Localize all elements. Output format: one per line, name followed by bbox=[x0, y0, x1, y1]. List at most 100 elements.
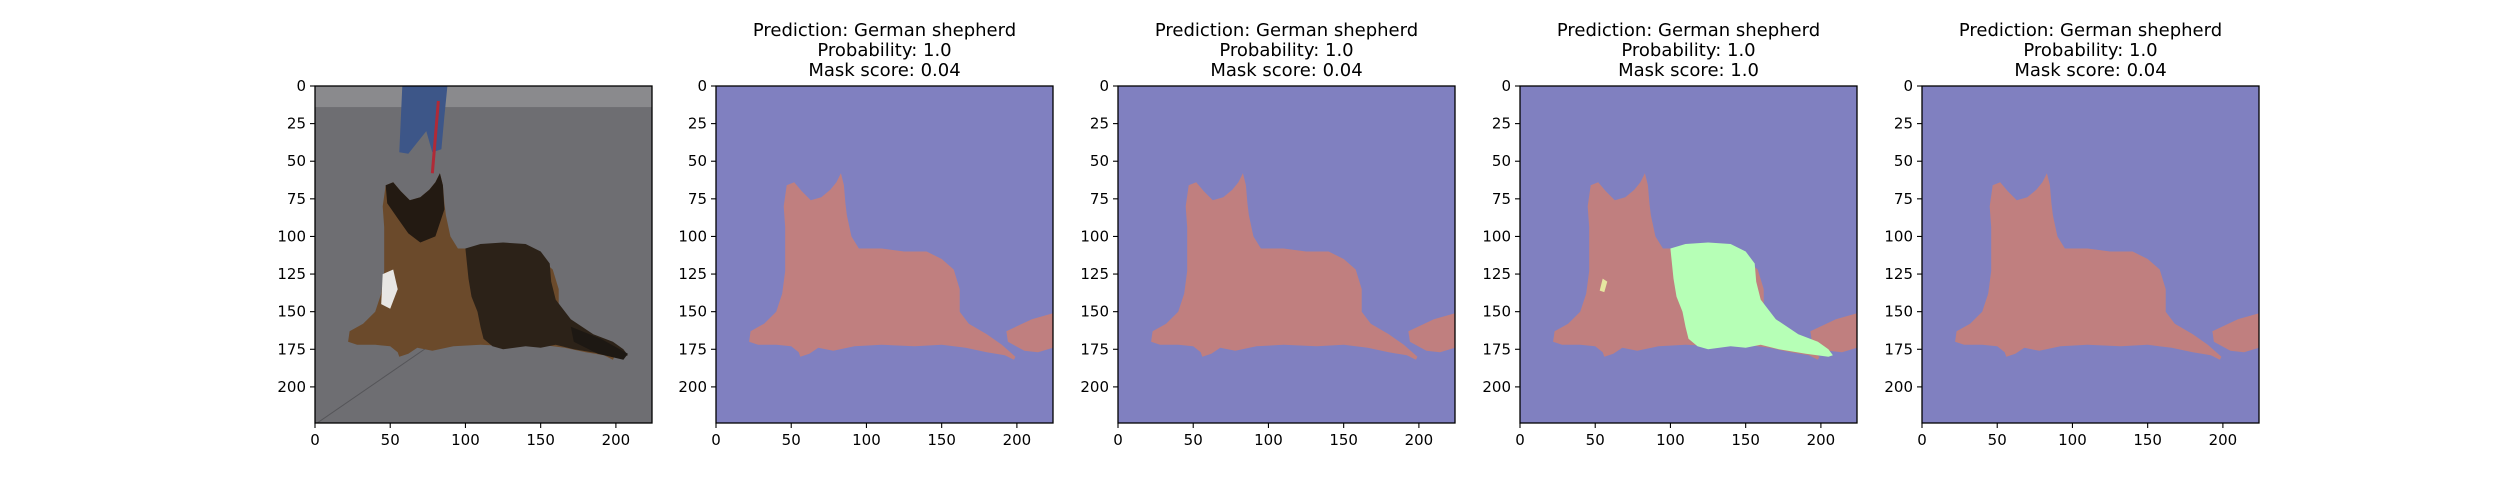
photo-leash bbox=[430, 100, 440, 174]
mask-second-region bbox=[1810, 313, 1857, 353]
y-tick-label: 25 bbox=[1492, 115, 1511, 133]
y-tick-label: 175 bbox=[1884, 340, 1913, 358]
y-tick-label: 25 bbox=[1090, 115, 1109, 133]
photo-background bbox=[315, 86, 652, 108]
y-tick-label: 175 bbox=[678, 340, 707, 358]
mask-highlight-spot bbox=[1599, 278, 1608, 293]
subplot-title-line: Probability: 1.0 bbox=[1621, 40, 1755, 61]
y-tick-label: 175 bbox=[277, 340, 306, 358]
y-tick-label: 75 bbox=[688, 190, 707, 208]
y-tick-label: 50 bbox=[1894, 152, 1913, 170]
y-tick-label: 150 bbox=[1884, 303, 1913, 321]
y-tick-label: 0 bbox=[697, 77, 707, 95]
y-tick-label: 0 bbox=[1501, 77, 1511, 95]
subplot-image bbox=[1520, 86, 1857, 423]
x-tick-label: 50 bbox=[1586, 431, 1605, 449]
mask-highlight-region bbox=[1670, 242, 1833, 357]
y-tick-label: 100 bbox=[1482, 227, 1511, 245]
mask-dog-region bbox=[749, 173, 1016, 360]
subplot-title-line: Mask score: 0.04 bbox=[1210, 60, 1362, 81]
y-tick-label: 75 bbox=[1894, 190, 1913, 208]
y-tick-label: 50 bbox=[1090, 152, 1109, 170]
photo-floor-seam bbox=[316, 341, 436, 423]
x-tick-label: 150 bbox=[526, 431, 555, 449]
x-tick-label: 200 bbox=[1807, 431, 1836, 449]
x-tick-label: 0 bbox=[310, 431, 320, 449]
subplot-title-line: Prediction: German shepherd bbox=[753, 20, 1016, 41]
y-tick-label: 50 bbox=[287, 152, 306, 170]
subplot-title-line: Probability: 1.0 bbox=[1219, 40, 1353, 61]
x-tick-label: 200 bbox=[1405, 431, 1434, 449]
x-tick-label: 150 bbox=[2133, 431, 2162, 449]
photo-bandana bbox=[381, 269, 398, 309]
y-tick-label: 125 bbox=[277, 265, 306, 283]
y-tick-label: 25 bbox=[1894, 115, 1913, 133]
subplot-image bbox=[716, 86, 1053, 423]
x-tick-label: 150 bbox=[1329, 431, 1358, 449]
subplot-title-line: Mask score: 0.04 bbox=[808, 60, 960, 81]
y-tick-label: 175 bbox=[1080, 340, 1109, 358]
axes-frame bbox=[1519, 85, 1858, 424]
photo-dog-tail bbox=[570, 326, 628, 360]
axes-frame bbox=[1921, 85, 2260, 424]
subplot-title-line: Mask score: 0.04 bbox=[2014, 60, 2166, 81]
y-tick-label: 150 bbox=[1080, 303, 1109, 321]
x-tick-label: 0 bbox=[711, 431, 721, 449]
x-tick-label: 50 bbox=[1184, 431, 1203, 449]
y-tick-label: 200 bbox=[1482, 378, 1511, 396]
subplot-title-line: Prediction: German shepherd bbox=[1959, 20, 2222, 41]
y-tick-label: 0 bbox=[1903, 77, 1913, 95]
x-tick-label: 0 bbox=[1113, 431, 1123, 449]
mask-second-region bbox=[2212, 313, 2259, 353]
x-tick-label: 100 bbox=[1254, 431, 1283, 449]
subplot-title-line: Prediction: German shepherd bbox=[1155, 20, 1418, 41]
subplot-3: 0 50 100 150 200 0 25 50 75 100 125 150 175 200 Predic… bbox=[1080, 20, 1456, 449]
y-tick-label: 150 bbox=[678, 303, 707, 321]
y-tick-label: 125 bbox=[1482, 265, 1511, 283]
y-tick-label: 25 bbox=[287, 115, 306, 133]
subplot-2: 0 50 100 150 200 0 25 50 75 100 125 150 175 200 Predic… bbox=[678, 20, 1054, 449]
y-tick-label: 75 bbox=[1090, 190, 1109, 208]
y-tick-label: 75 bbox=[287, 190, 306, 208]
mask-second-region bbox=[1006, 313, 1053, 353]
subplot-title-line: Prediction: German shepherd bbox=[1557, 20, 1820, 41]
y-tick-label: 100 bbox=[277, 227, 306, 245]
subplot-5: 0 50 100 150 200 0 25 50 75 100 125 150 175 200 Predic… bbox=[1884, 20, 2260, 449]
x-tick-label: 100 bbox=[852, 431, 881, 449]
y-tick-label: 0 bbox=[1099, 77, 1109, 95]
y-tick-label: 200 bbox=[1080, 378, 1109, 396]
x-tick-label: 100 bbox=[1656, 431, 1685, 449]
y-tick-label: 100 bbox=[678, 227, 707, 245]
y-tick-label: 175 bbox=[1482, 340, 1511, 358]
x-tick-label: 200 bbox=[602, 431, 631, 449]
y-tick-label: 125 bbox=[1884, 265, 1913, 283]
y-tick-label: 100 bbox=[1080, 227, 1109, 245]
y-tick-label: 200 bbox=[678, 378, 707, 396]
y-tick-label: 200 bbox=[277, 378, 306, 396]
y-tick-label: 150 bbox=[277, 303, 306, 321]
subplot-image bbox=[1118, 86, 1455, 423]
subplot-4: 0 50 100 150 200 0 25 50 75 100 125 150 175 200 Predic… bbox=[1482, 20, 1858, 449]
x-tick-label: 0 bbox=[1515, 431, 1525, 449]
y-tick-label: 75 bbox=[1492, 190, 1511, 208]
x-tick-label: 100 bbox=[451, 431, 480, 449]
axes-frame bbox=[715, 85, 1054, 424]
y-tick-label: 25 bbox=[688, 115, 707, 133]
y-tick-label: 0 bbox=[296, 77, 306, 95]
subplot-1: 0 50 100 150 200 0 25 50 75 100 125 150 175 200 bbox=[277, 77, 653, 449]
x-tick-label: 50 bbox=[381, 431, 400, 449]
subplot-image bbox=[1922, 86, 2259, 423]
mask-dog-region bbox=[1955, 173, 2222, 360]
x-tick-label: 150 bbox=[1731, 431, 1760, 449]
mask-dog-region bbox=[1151, 173, 1418, 360]
mask-second-region bbox=[1408, 313, 1455, 353]
x-tick-label: 200 bbox=[1003, 431, 1032, 449]
y-tick-label: 50 bbox=[1492, 152, 1511, 170]
subplot-title-line: Probability: 1.0 bbox=[817, 40, 951, 61]
y-tick-label: 200 bbox=[1884, 378, 1913, 396]
x-tick-label: 50 bbox=[782, 431, 801, 449]
y-tick-label: 125 bbox=[1080, 265, 1109, 283]
x-tick-label: 200 bbox=[2209, 431, 2238, 449]
y-tick-label: 100 bbox=[1884, 227, 1913, 245]
